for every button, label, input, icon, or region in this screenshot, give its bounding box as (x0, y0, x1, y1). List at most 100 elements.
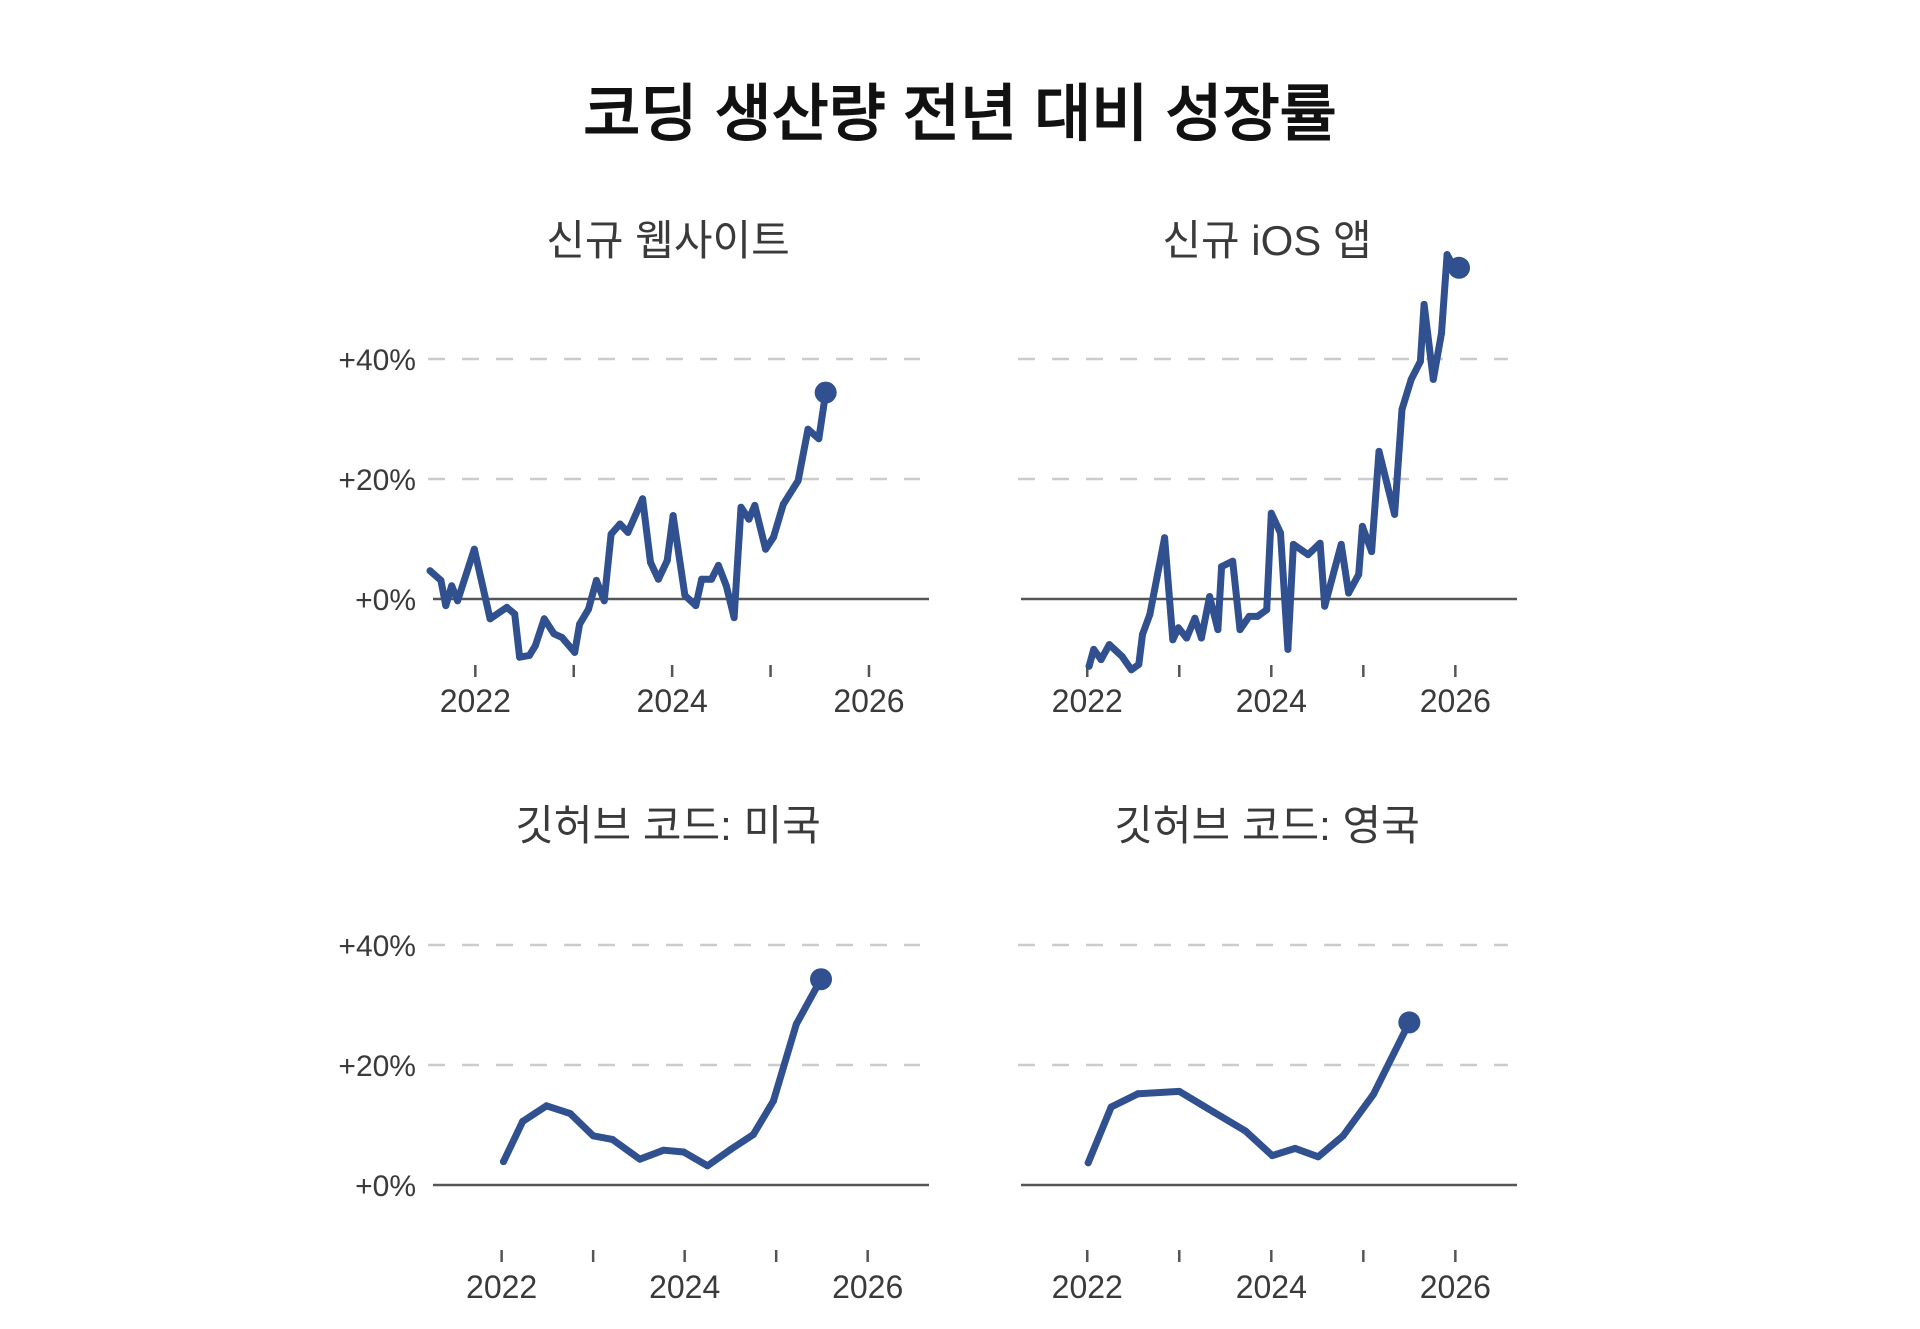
data-point (1127, 666, 1135, 674)
data-point (1277, 529, 1285, 537)
x-tick-label: 2024 (1236, 683, 1307, 719)
panel-4: 깃허브 코드: 영국 2022 2024 2026 (1018, 802, 1517, 1305)
data-point (745, 515, 753, 523)
data-point (669, 512, 677, 520)
data-point (624, 528, 632, 536)
data-point (1218, 563, 1226, 571)
data-point (1391, 510, 1399, 518)
data-point (1236, 626, 1244, 634)
data-point (1368, 548, 1376, 556)
data-point (1369, 1090, 1377, 1098)
data-point (486, 615, 494, 623)
data-point (660, 1146, 668, 1154)
y-tick-label: +0% (355, 1170, 416, 1203)
panel-title: 깃허브 코드: 영국 (1114, 802, 1420, 849)
data-point (1429, 375, 1437, 383)
series-line (1085, 251, 1463, 674)
data-point (1375, 447, 1383, 455)
panel-title: 신규 웹사이트 (546, 217, 790, 264)
data-point (1314, 1153, 1322, 1161)
panel-3: 깃허브 코드: 미국 +40% +20% +0% 2022 2024 2026 (338, 802, 929, 1305)
data-point (663, 557, 671, 565)
data-point (749, 1131, 757, 1139)
x-tick-label: 2026 (1420, 683, 1491, 719)
data-point (437, 576, 445, 584)
data-point (1105, 641, 1113, 649)
panel-title: 신규 iOS 앱 (1162, 217, 1371, 264)
data-point (1174, 624, 1182, 632)
end-point-dot (810, 968, 833, 991)
data-point (680, 1148, 688, 1156)
series-line (500, 975, 825, 1170)
data-point (525, 651, 533, 659)
data-point (1267, 509, 1275, 517)
data-point (503, 603, 511, 611)
end-point-dot (814, 381, 837, 404)
panel-2: 신규 iOS 앱 2022 2024 2026 (1018, 217, 1517, 719)
data-point (607, 530, 615, 538)
data-point (770, 533, 778, 541)
data-point (1107, 1103, 1115, 1111)
data-point (1337, 540, 1345, 548)
data-point (576, 620, 584, 628)
x-tick-label: 2022 (440, 683, 511, 719)
data-point (704, 1162, 712, 1170)
data-point (681, 591, 689, 599)
data-point (1304, 551, 1312, 559)
panel-1: 신규 웹사이트 +40% +20% +0% 2022 2024 2026 (338, 217, 929, 719)
data-point (511, 610, 519, 618)
data-point (531, 642, 539, 650)
data-point (769, 1097, 777, 1105)
data-point (540, 615, 548, 623)
data-point (1443, 251, 1451, 259)
y-tick-label: +20% (338, 464, 416, 497)
data-point (779, 500, 787, 508)
x-tick-label: 2022 (1052, 1269, 1123, 1305)
data-point (730, 614, 738, 622)
panel-title: 깃허브 코드: 미국 (515, 802, 821, 849)
data-point (654, 575, 662, 583)
chart-title: 코딩 생산량 전년 대비 성장률 (583, 80, 1336, 149)
y-tick-label: +0% (355, 584, 416, 617)
data-point (692, 602, 700, 610)
data-point (726, 1146, 734, 1154)
data-point (1175, 1087, 1183, 1095)
data-point (426, 567, 434, 575)
data-point (722, 582, 730, 590)
data-point (794, 477, 802, 485)
data-point (1321, 602, 1329, 610)
data-point (1407, 375, 1415, 383)
data-point (1263, 606, 1271, 614)
data-point (616, 520, 624, 528)
data-point (1169, 636, 1177, 644)
data-point (1345, 589, 1353, 597)
data-point (804, 425, 812, 433)
data-point (1253, 612, 1261, 620)
data-point (1118, 653, 1126, 661)
data-point (1146, 611, 1154, 619)
data-point (1138, 630, 1146, 638)
data-point (442, 602, 450, 610)
data-point (1358, 522, 1366, 530)
data-point (762, 545, 770, 553)
data-point (1084, 1159, 1092, 1167)
data-point (1355, 570, 1363, 578)
data-point (608, 1135, 616, 1143)
data-point (1183, 634, 1191, 642)
end-point-dot (1448, 256, 1471, 279)
data-point (1191, 614, 1199, 622)
x-tick-label: 2024 (1236, 1269, 1307, 1305)
data-point (1316, 539, 1324, 547)
data-point (600, 597, 608, 605)
data-point (589, 1132, 597, 1140)
data-point (454, 597, 462, 605)
data-point (470, 545, 478, 553)
x-tick-label: 2022 (1052, 683, 1123, 719)
data-point (1416, 357, 1424, 365)
y-tick-label: +40% (338, 930, 416, 963)
data-point (566, 1110, 574, 1118)
data-point (1420, 300, 1428, 308)
data-point (639, 495, 647, 503)
data-point (448, 582, 456, 590)
data-point (542, 1102, 550, 1110)
